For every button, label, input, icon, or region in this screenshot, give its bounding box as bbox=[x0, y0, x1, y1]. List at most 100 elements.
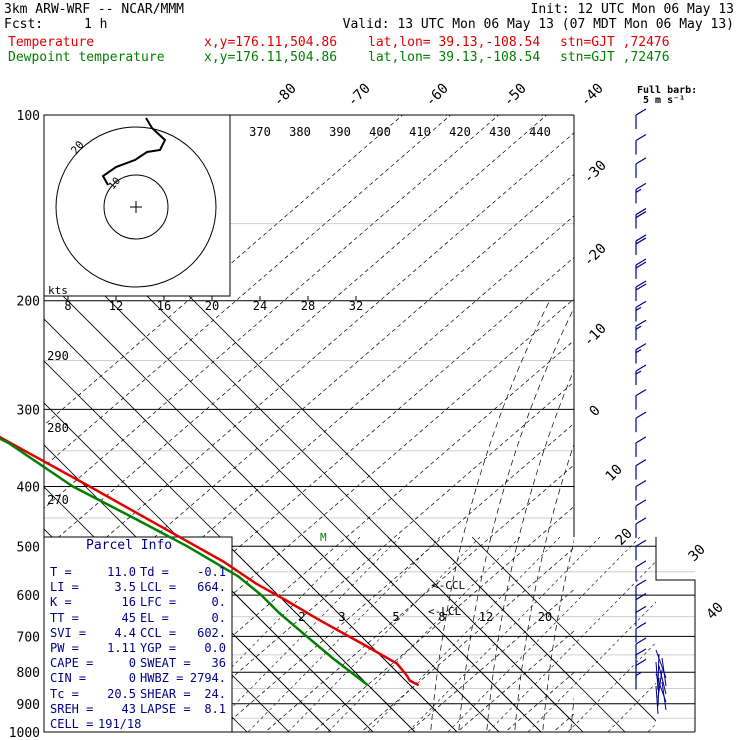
legend-dewpoint-latlon: lat,lon= 39.13,-108.54 bbox=[368, 50, 541, 65]
dry-adiabat-line bbox=[44, 115, 548, 551]
hodograph-ring bbox=[103, 174, 169, 240]
dry-adiabat-line bbox=[44, 132, 574, 592]
legend-temperature: Temperature bbox=[8, 35, 95, 50]
right-axis-lower bbox=[655, 537, 696, 732]
init-time: Init: 12 UTC Mon 06 May 13 bbox=[530, 2, 735, 17]
isotherm-label: 20 bbox=[613, 526, 636, 549]
dry-adiabat-line bbox=[504, 672, 574, 732]
wind-barb-full bbox=[635, 261, 647, 269]
isotherm-label: 0 bbox=[587, 403, 604, 420]
parcel-info-row: TT = 45 EL = 0. bbox=[44, 611, 232, 626]
moist-adiabat-line bbox=[430, 299, 551, 732]
parcel-value: 0. bbox=[211, 610, 226, 625]
wind-barb-full bbox=[635, 300, 647, 308]
wind-speed-tick-label: 24 bbox=[253, 299, 267, 313]
parcel-info-row: CELL = 191/18 bbox=[44, 717, 232, 732]
temperature-profile bbox=[0, 435, 420, 687]
parcel-value: 3.5 bbox=[114, 580, 136, 595]
dry-adiabat-line bbox=[264, 464, 574, 732]
parcel-key: T = bbox=[50, 565, 72, 579]
parcel-key: SHEAR = bbox=[140, 686, 191, 701]
theta-label: 430 bbox=[489, 125, 511, 139]
wind-barb-half bbox=[635, 306, 642, 311]
parcel-key: HWBZ = bbox=[140, 671, 184, 686]
parcel-value: 0 bbox=[128, 671, 136, 686]
wind-barb-low bbox=[655, 685, 659, 715]
wind-barb-full bbox=[635, 258, 647, 266]
wind-barb-full bbox=[635, 280, 647, 288]
mixing-ratio-label: 3 bbox=[338, 610, 345, 624]
theta-label: 390 bbox=[329, 125, 351, 139]
isotherm-line-lower bbox=[429, 537, 626, 732]
dry-adiabat-line bbox=[640, 100, 740, 740]
wind-barb-full bbox=[635, 157, 647, 165]
parcel-key: TT = bbox=[50, 610, 79, 625]
wind-barb-half bbox=[635, 325, 642, 330]
wind-barb-full bbox=[635, 436, 647, 444]
theta-side-label: 290 bbox=[47, 349, 69, 363]
ccl-annotation: <-CCL bbox=[432, 579, 465, 592]
wind-barb-full bbox=[635, 343, 647, 351]
moist-adiabat-line bbox=[514, 443, 574, 732]
mixing-ratio-label: 8 bbox=[438, 610, 445, 624]
wind-barb-low bbox=[657, 653, 660, 683]
model-title: 3km ARW-WRF -- NCAR/MMM bbox=[4, 2, 185, 17]
hodograph-ring bbox=[55, 126, 217, 288]
pressure-label: 800 bbox=[17, 666, 40, 681]
parcel-key: SVI = bbox=[50, 625, 87, 640]
parcel-key: LFC = bbox=[140, 595, 177, 610]
parcel-info-row: K = 16 LFC = 0. bbox=[44, 595, 232, 610]
theta-label: 400 bbox=[369, 125, 391, 139]
dry-adiabat-line bbox=[44, 115, 452, 468]
mixing-ratio-line bbox=[527, 601, 656, 732]
parcel-value: 0 bbox=[128, 656, 136, 671]
wind-barb-full bbox=[635, 658, 647, 666]
isotherm-label: -60 bbox=[423, 81, 452, 110]
isotherm-label: 30 bbox=[686, 542, 709, 565]
wind-barb-full bbox=[635, 539, 647, 547]
isotherm-label: 10 bbox=[603, 462, 626, 485]
mixing-ratio-label: 5 bbox=[392, 610, 399, 624]
theta-label: 410 bbox=[409, 125, 431, 139]
wind-speed-tick-label: 20 bbox=[205, 299, 219, 313]
parcel-info-row: PW = 1.11 YGP = 0.0 bbox=[44, 641, 232, 656]
pressure-label: 500 bbox=[17, 540, 40, 555]
mixing-ratio-label: 12 bbox=[479, 610, 493, 624]
wind-barb-half bbox=[635, 370, 642, 375]
parcel-key: CCL = bbox=[140, 625, 177, 640]
dry-adiabat-line bbox=[552, 713, 574, 732]
dry-adiabat-line bbox=[408, 589, 574, 732]
parcel-value: 2794. bbox=[189, 671, 226, 686]
theta-label: 440 bbox=[529, 125, 551, 139]
mixing-ratio-line bbox=[407, 537, 601, 732]
mixing-ratio-line bbox=[607, 682, 656, 732]
parcel-value: 43 bbox=[121, 701, 136, 716]
isotherm-label: -10 bbox=[581, 321, 610, 350]
parcel-key: LI = bbox=[50, 580, 79, 595]
dewpoint-profile bbox=[0, 437, 369, 687]
wind-barb-full bbox=[635, 517, 647, 525]
pressure-label: 300 bbox=[17, 403, 40, 418]
isotherm-label: -30 bbox=[581, 158, 610, 187]
dry-adiabat-line bbox=[120, 339, 574, 732]
wind-barb-full bbox=[635, 560, 647, 568]
isotherm-line-lower bbox=[471, 537, 656, 722]
parcel-info-row: LI = 3.5 LCL = 664. bbox=[44, 580, 232, 595]
wind-barb-full bbox=[635, 622, 647, 630]
wind-barb-full bbox=[635, 364, 647, 372]
fcst-label: Fcst: bbox=[4, 17, 44, 32]
wind-barb-full bbox=[635, 108, 647, 116]
wind-barb-full bbox=[635, 319, 647, 327]
parcel-value: 8.1 bbox=[204, 701, 226, 716]
parcel-value: 191/18 bbox=[98, 717, 142, 731]
parcel-value: 602. bbox=[197, 625, 226, 640]
mixing-ratio-line bbox=[680, 537, 740, 740]
isotherm-line-lower bbox=[303, 537, 500, 732]
mixing-ratio-label: 2 bbox=[298, 610, 305, 624]
parcel-value: -0.1 bbox=[197, 565, 226, 579]
wind-barb-low bbox=[661, 657, 667, 687]
fcst-value: 1 h bbox=[84, 17, 108, 32]
parcel-key: SWEAT = bbox=[140, 656, 191, 671]
wind-speed-tick-label: 28 bbox=[301, 299, 315, 313]
